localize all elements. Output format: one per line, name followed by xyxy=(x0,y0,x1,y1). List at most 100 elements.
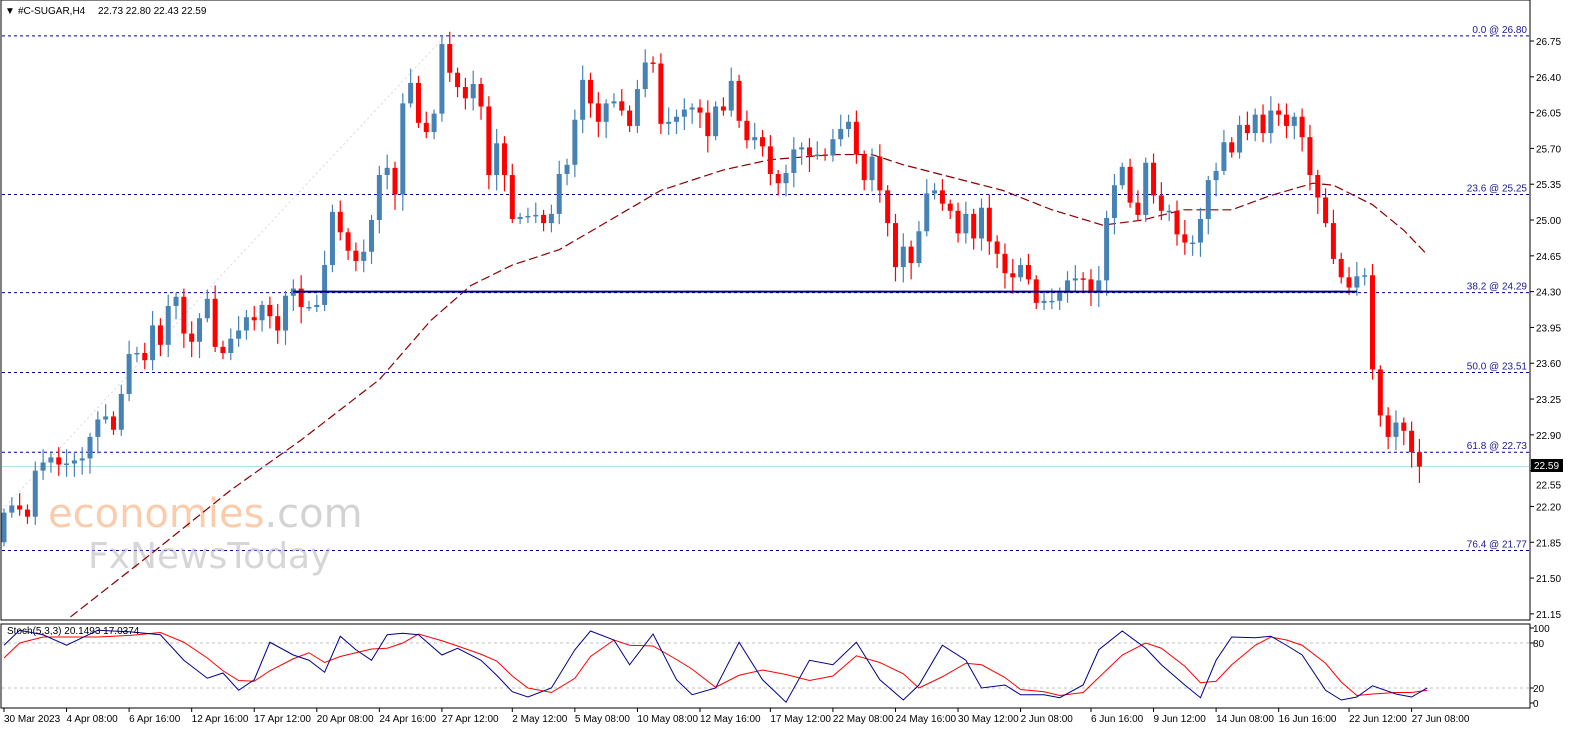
time-tick-label: 17 May 12:00 xyxy=(770,714,831,725)
bearish-candle xyxy=(298,288,304,307)
bearish-candle xyxy=(220,346,226,354)
time-tick-label: 20 Apr 08:00 xyxy=(317,714,374,725)
bearish-candle xyxy=(658,63,664,124)
bearish-candle xyxy=(1244,124,1250,134)
bullish-candle xyxy=(103,416,109,420)
bullish-candle xyxy=(642,62,648,90)
header-arrow[interactable]: ▼ xyxy=(5,6,15,17)
price-tick-label: 26.75 xyxy=(1536,37,1561,48)
bearish-candle xyxy=(1088,279,1094,293)
bullish-candle xyxy=(376,175,382,221)
bullish-candle xyxy=(71,460,77,464)
price-tick-label: 21.85 xyxy=(1536,538,1561,549)
bullish-candle xyxy=(79,458,85,461)
bearish-candle xyxy=(650,62,656,64)
time-axis: 30 Mar 2023 4 Apr 08:00 6 Apr 16:00 12 Apr … xyxy=(3,708,1470,725)
bullish-candle xyxy=(533,214,539,217)
bullish-candle xyxy=(791,149,797,173)
bearish-candle xyxy=(1299,116,1305,138)
bullish-candle xyxy=(9,505,15,513)
bullish-candle xyxy=(48,457,54,463)
bullish-candle xyxy=(1049,300,1055,303)
stoch-level-label: 100 xyxy=(1533,624,1550,635)
bullish-candle xyxy=(95,419,101,437)
bearish-candle xyxy=(619,101,625,111)
bearish-candle xyxy=(1307,137,1313,176)
price-tick-label: 21.15 xyxy=(1536,610,1561,621)
bearish-candle xyxy=(24,509,30,517)
bullish-candle xyxy=(1104,217,1110,281)
bullish-candle xyxy=(87,436,93,459)
bearish-candle xyxy=(1002,253,1008,274)
bullish-candle xyxy=(1237,124,1243,153)
bullish-candle xyxy=(1393,422,1399,437)
stoch-plot-frame xyxy=(0,623,1531,709)
bullish-candle xyxy=(1205,180,1211,220)
bearish-candle xyxy=(1323,197,1329,224)
bullish-candle xyxy=(361,251,367,261)
bullish-candle xyxy=(431,113,437,133)
bearish-candle xyxy=(853,121,859,155)
bullish-candle xyxy=(329,211,335,266)
bullish-candle xyxy=(1096,280,1102,293)
bullish-candle xyxy=(713,106,719,137)
bearish-candle xyxy=(775,173,781,184)
main-plot-frame xyxy=(0,0,1531,621)
bullish-candle xyxy=(666,121,672,124)
time-tick-label: 2 Jun 08:00 xyxy=(1021,714,1074,725)
bid-price-label: 22.59 xyxy=(1534,461,1559,472)
bullish-candle xyxy=(572,119,578,165)
stoch-level-label: 80 xyxy=(1533,639,1545,650)
bullish-candle xyxy=(1143,162,1149,215)
time-tick-label: 27 Jun 08:00 xyxy=(1412,714,1470,725)
bullish-candle xyxy=(1197,219,1203,243)
bearish-candle xyxy=(885,190,891,224)
bearish-candle xyxy=(760,137,766,147)
time-tick-label: 12 Apr 16:00 xyxy=(192,714,249,725)
bullish-candle xyxy=(838,128,844,140)
bearish-candle xyxy=(971,213,977,239)
bullish-candle xyxy=(674,116,680,122)
bearish-candle xyxy=(212,298,218,347)
time-tick-label: 2 May 12:00 xyxy=(512,714,567,725)
header-ohlc: 22.73 22.80 22.43 22.59 xyxy=(98,6,207,17)
fib-level-label: 50.0 @ 23.51 xyxy=(1467,361,1528,372)
bullish-candle xyxy=(580,79,586,120)
bullish-candle xyxy=(494,143,500,176)
bullish-candle xyxy=(1354,276,1360,288)
bid-price-box xyxy=(1531,459,1563,472)
bearish-candle xyxy=(1151,162,1157,196)
time-tick-label: 24 May 16:00 xyxy=(895,714,956,725)
bearish-candle xyxy=(1080,278,1086,280)
bearish-candle xyxy=(861,154,867,181)
price-tick-label: 26.40 xyxy=(1536,73,1561,84)
bearish-candle xyxy=(1010,273,1016,278)
bullish-candle xyxy=(384,167,390,176)
bearish-candle xyxy=(1401,422,1407,431)
bearish-candle xyxy=(744,120,750,141)
bullish-candle xyxy=(322,265,328,305)
fib-level-label: 0.0 @ 26.80 xyxy=(1472,25,1527,36)
price-tick-label: 24.30 xyxy=(1536,288,1561,299)
bullish-candle xyxy=(314,304,320,307)
bearish-candle xyxy=(478,83,484,107)
bearish-candle xyxy=(1127,166,1133,203)
stoch-main-line xyxy=(3,629,1428,704)
bullish-candle xyxy=(799,147,805,150)
bullish-candle xyxy=(932,190,938,194)
bearish-candle xyxy=(1229,142,1235,153)
watermark-com: .com xyxy=(264,491,362,537)
bullish-candle xyxy=(150,325,156,361)
bullish-candle xyxy=(439,44,445,114)
bearish-candle xyxy=(588,79,593,104)
price-tick-label: 25.35 xyxy=(1536,180,1561,191)
bullish-candle xyxy=(1041,300,1047,303)
bullish-candle xyxy=(564,164,570,174)
bullish-candle xyxy=(681,109,687,117)
price-tick-label: 26.05 xyxy=(1536,109,1561,120)
bullish-candle xyxy=(236,330,242,339)
bearish-candle xyxy=(705,112,711,137)
bullish-candle xyxy=(752,137,758,141)
fib-level-label: 61.8 @ 22.73 xyxy=(1467,441,1528,452)
